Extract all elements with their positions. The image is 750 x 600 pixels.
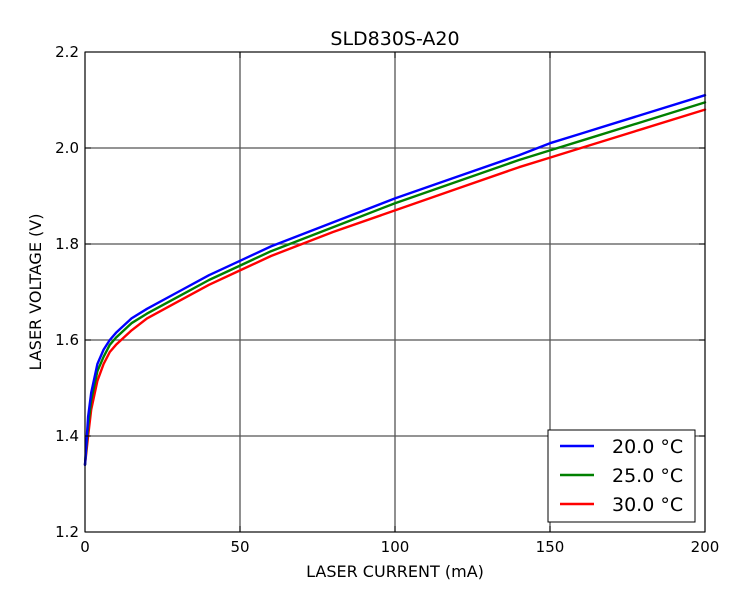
y-tick-label: 1.2 xyxy=(55,523,79,541)
ticks: 0 50 100 150 200 1.2 1.4 1.6 1.8 2.0 2.2 xyxy=(55,43,719,556)
y-tick-label: 2.0 xyxy=(55,139,79,157)
legend-entry: 25.0 °C xyxy=(612,465,683,487)
x-tick-label: 200 xyxy=(691,538,720,556)
series-line-2 xyxy=(83,101,707,466)
x-tick-label: 0 xyxy=(80,538,90,556)
x-tick-label: 100 xyxy=(381,538,410,556)
x-tick-label: 150 xyxy=(536,538,565,556)
legend: 20.0 °C 25.0 °C 30.0 °C xyxy=(547,429,696,523)
series-line-1 xyxy=(83,93,707,466)
legend-entry: 20.0 °C xyxy=(612,436,683,458)
x-axis-label: LASER CURRENT (mA) xyxy=(306,562,484,581)
legend-entry: 30.0 °C xyxy=(612,494,683,516)
series-line-3 xyxy=(83,108,707,466)
y-tick-label: 2.2 xyxy=(55,43,79,61)
chart-title: SLD830S-A20 xyxy=(330,28,459,50)
x-tick-label: 50 xyxy=(230,538,249,556)
y-axis-label: LASER VOLTAGE (V) xyxy=(26,214,45,371)
y-tick-label: 1.4 xyxy=(55,427,79,445)
y-tick-label: 1.8 xyxy=(55,235,79,253)
series-lines xyxy=(83,93,707,466)
y-tick-label: 1.6 xyxy=(55,331,79,349)
